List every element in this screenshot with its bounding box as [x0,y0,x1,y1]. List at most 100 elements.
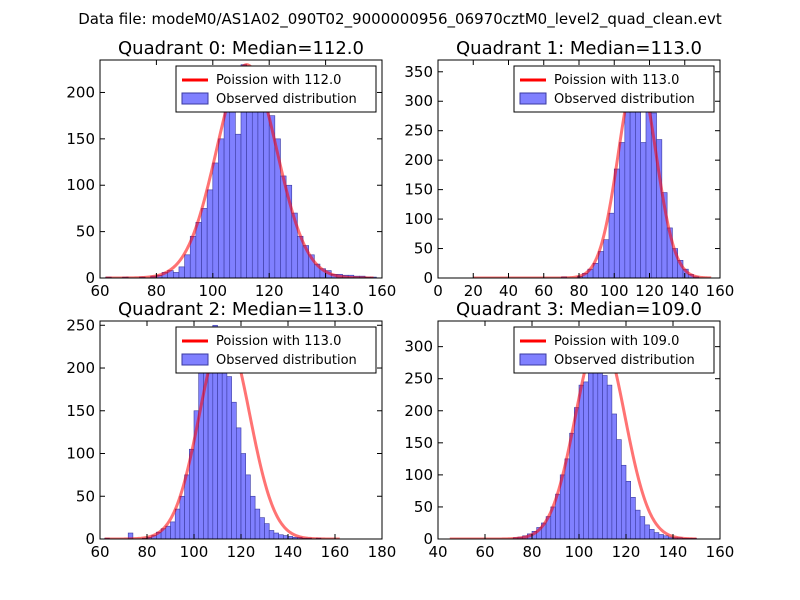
legend-bar-swatch [519,92,547,105]
histogram-bar [592,352,599,539]
histogram-bar [635,509,641,539]
legend-label-curve: Poission with 113.0 [216,334,341,349]
histogram-bar [624,100,631,278]
y-tick-label: 100 [404,210,433,228]
chart-title: Quadrant 2: Median=113.0 [118,299,364,320]
histogram-bar [236,427,242,539]
histogram-bar [602,375,608,539]
x-tick-label: 60 [534,282,553,300]
y-tick-label: 150 [404,434,433,452]
legend-label-bars: Observed distribution [554,353,695,368]
histogram-bar [611,413,617,539]
histogram-bar [179,495,185,539]
histogram-bar [583,381,589,539]
y-tick-label: 0 [423,530,433,548]
legend: Poission with 113.0 Observed distribution [175,326,377,374]
histogram-bar [573,407,580,539]
x-tick-label: 0 [433,282,443,300]
y-tick-label: 200 [404,402,433,420]
histogram-bar [174,508,181,539]
legend-label-bars: Observed distribution [216,92,357,107]
chart-title: Quadrant 3: Median=109.0 [456,299,702,320]
x-tick-label: 140 [659,543,688,561]
x-tick-label: 60 [90,543,109,561]
histogram-bar [588,368,594,539]
histogram-bar [245,474,251,539]
x-tick-label: 160 [321,543,350,561]
histogram-bar [173,272,180,278]
x-tick-label: 120 [255,282,284,300]
histogram-bar [250,495,256,539]
histogram-bar [613,168,620,278]
histogram-bar [649,529,655,539]
x-tick-label: 140 [670,282,699,300]
x-tick-label: 100 [565,543,594,561]
legend-label-curve: Poission with 109.0 [554,334,679,349]
histogram-bar [184,474,190,539]
x-tick-label: 20 [464,282,483,300]
chart-panel-1: 0 20 40 60 80 100 120 140 160 0 50 100 150 200 250 300 3… [404,38,734,300]
histogram-bar [658,534,664,539]
y-tick-label: 200 [404,151,433,169]
legend-box [513,65,715,113]
x-tick-label: 80 [147,282,166,300]
histogram-bar [264,523,270,539]
histogram-bar [273,532,279,539]
histogram-bar [218,138,225,278]
legend-label-curve: Poission with 113.0 [554,73,679,88]
histogram-bar [620,464,627,539]
y-tick-label: 100 [404,466,433,484]
y-tick-label: 350 [404,63,433,81]
x-tick-label: 120 [227,543,256,561]
chart-title: Quadrant 1: Median=113.0 [456,38,702,59]
histogram-bar [178,266,185,278]
histogram-bar [259,517,265,539]
legend-label-bars: Observed distribution [216,353,357,368]
y-tick-label: 50 [76,487,95,505]
y-tick-label: 0 [85,530,95,548]
legend-bar-swatch [519,353,547,366]
histogram-bar [653,532,660,539]
legend-label-curve: Poission with 112.0 [216,73,341,88]
x-tick-label: 120 [612,543,641,561]
histogram-bar [201,208,208,278]
y-tick-label: 150 [66,402,95,420]
histogram-bar [597,346,603,539]
y-tick-label: 300 [404,92,433,110]
histogram-bar [170,521,176,539]
x-tick-label: 60 [90,282,109,300]
x-tick-label: 100 [180,543,209,561]
x-tick-label: 80 [522,543,541,561]
y-tick-label: 0 [423,269,433,287]
chart-title: Quadrant 0: Median=112.0 [118,38,364,59]
y-tick-label: 250 [404,370,433,388]
histogram-bar [223,101,231,278]
y-tick-label: 150 [404,181,433,199]
histogram-bar [619,142,626,278]
histogram-bar [578,384,584,539]
x-tick-label: 80 [569,282,588,300]
legend-bar-swatch [181,92,209,105]
x-tick-label: 180 [368,543,397,561]
plot-frame [99,59,383,279]
histogram-bar [630,497,636,539]
y-tick-label: 50 [76,223,95,241]
y-tick-label: 50 [414,240,433,258]
x-tick-label: 160 [706,282,735,300]
y-tick-label: 200 [66,359,95,377]
histogram-bar [212,162,219,278]
y-tick-label: 300 [404,338,433,356]
histogram-bar [231,401,237,539]
histogram-bar [268,530,275,539]
histogram-bar [254,508,261,539]
y-tick-label: 0 [85,269,95,287]
legend: Poission with 113.0 Observed distribution [513,65,715,113]
y-tick-label: 100 [66,445,95,463]
x-tick-label: 40 [428,543,447,561]
y-tick-label: 250 [66,316,95,334]
x-tick-label: 160 [706,543,735,561]
legend-label-bars: Observed distribution [554,92,695,107]
figure-title: Data file: modeM0/AS1A02_090T02_90000009… [78,10,722,29]
y-tick-label: 250 [404,122,433,140]
